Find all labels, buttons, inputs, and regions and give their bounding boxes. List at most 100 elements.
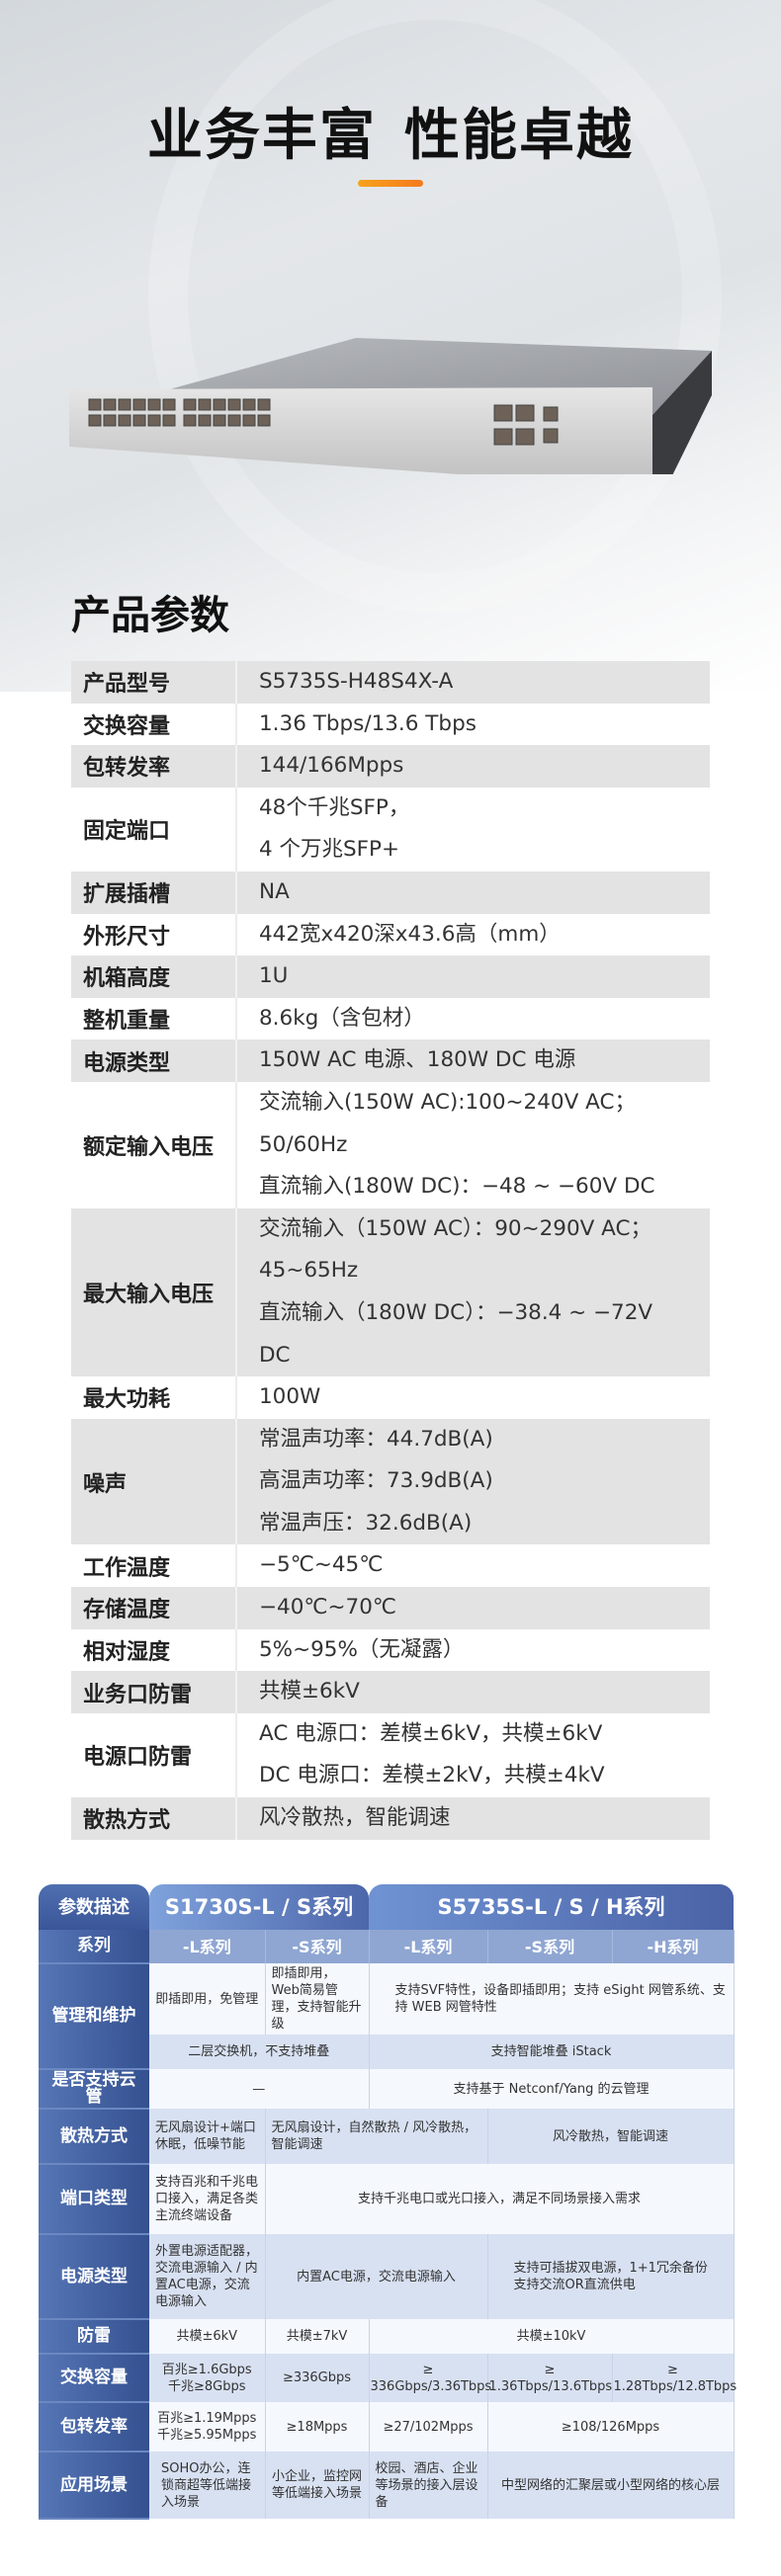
spec-row: 最大输入电压 交流输入（150W AC）：90~290V AC； 45~65Hz 直流… [71,1207,710,1377]
spec-value-line: DC [259,1342,291,1368]
port [183,414,197,427]
spec-value: 5%~95%（无凝露） [237,1629,710,1672]
series-cell: -S系列 [487,1930,613,1963]
port [242,398,256,411]
spec-value: 交流输入(150W AC):100~240V AC； 50/60Hz 直流输入(18… [237,1082,710,1208]
cell: 支持基于 Netconf/Yang 的云管理 [369,2069,735,2109]
spec-value: 8.6kg（含包材） [237,998,710,1040]
spec-value: 144/166Mpps [237,745,710,788]
spec-label: 存储温度 [71,1587,237,1629]
port [132,398,146,411]
spec-row: 包转发率 144/166Mpps [71,745,710,788]
port [257,398,271,411]
spec-value-line: 常温声压：32.6dB(A) [259,1510,473,1536]
cell: 无风扇设计，自然散热 / 风冷散热，智能调速 [265,2109,488,2164]
spec-label: 扩展插槽 [71,871,237,914]
series-cell: -L系列 [369,1930,488,1963]
spec-label: 交换容量 [71,703,237,746]
series-cell: -S系列 [265,1930,370,1963]
row-label: 交换容量 [39,2354,149,2403]
spec-row: 交换容量 1.36 Tbps/13.6 Tbps [71,703,710,746]
header-s1730: S1730S-L / S系列 [149,1884,369,1930]
port [162,398,176,411]
port [213,414,226,427]
spec-value: −5℃~45℃ [237,1544,710,1587]
row-label: 应用场景 [39,2451,149,2520]
spec-row: 整机重量 8.6kg（含包材） [71,997,710,1040]
spec-value-line: 8.6kg（含包材） [259,1005,425,1031]
spec-value-line: 共模±6kV [259,1679,360,1704]
spec-value-line: 5%~95%（无凝露） [259,1636,465,1662]
series-cell: -H系列 [612,1930,735,1963]
spec-label: 整机重量 [71,997,237,1040]
spec-value-line: 常温声功率：44.7dB(A) [259,1426,493,1452]
spec-value-line: 144/166Mpps [259,753,404,779]
cell: 即插即用，免管理 [149,1963,266,2035]
row-label: 散热方式 [39,2109,149,2165]
cell: 二层交换机，不支持堆叠 [149,2035,370,2069]
cell: 即插即用，Web简易管理，支持智能升级 [265,1963,370,2035]
spec-value-line: 4 个万兆SFP+ [259,837,400,863]
spec-label: 噪声 [71,1418,237,1545]
table-row: 防雷 共模±6kV 共模±7kV 共模±10kV [39,2319,735,2355]
hero-title: 业务丰富 性能卓越 [147,104,634,168]
port [183,398,197,411]
spec-row: 电源类型 150W AC 电源、180W DC 电源 [71,1039,710,1082]
port [493,404,513,422]
port [162,414,176,427]
spec-row: 业务口防雷 共模±6kV [71,1671,710,1713]
spec-value-line: 45~65Hz [259,1258,359,1284]
spec-row: 电源口防雷 AC 电源口：差模±6kV，共模±6kV DC 电源口：差模±2kV，共… [71,1712,710,1798]
cell: 支持SVF特性，设备即插即用；支持 eSight 网管系统、支持 WEB 网管特… [369,1963,735,2035]
spec-label: 电源口防雷 [71,1712,237,1798]
header-row: 参数描述 S1730S-L / S系列 S5735S-L / S / H系列 [39,1884,735,1930]
port [88,414,102,427]
spec-value: −40℃~70℃ [237,1587,710,1629]
cell: 校园、酒店、企业等场景的接入层设备 [369,2451,488,2519]
spec-value: 100W [237,1376,710,1419]
cell: 内置AC电源，交流电源输入 [265,2234,488,2319]
table-row: 散热方式 无风扇设计+端口休眠，低噪节能 无风扇设计，自然散热 / 风冷散热，智… [39,2109,735,2165]
spec-value-line: 高温声功率：73.9dB(A) [259,1468,493,1494]
port [88,398,102,411]
accent-bar [358,180,423,187]
spec-value: 交流输入（150W AC）：90~290V AC； 45~65Hz 直流输入（180… [237,1208,710,1376]
spec-value: 150W AC 电源、180W DC 电源 [237,1039,710,1082]
row-label: 管理和维护 [39,1963,149,2070]
cell: 风冷散热，智能调速 [487,2109,735,2164]
row-label: 端口类型 [39,2164,149,2235]
switch-product-image [69,338,712,474]
spec-value-line: 直流输入（180W DC）：−38.4 ~ −72V [259,1299,653,1325]
spec-label: 相对湿度 [71,1628,237,1672]
cell: 共模±10kV [369,2319,735,2354]
spec-value-line: 150W AC 电源、180W DC 电源 [259,1047,576,1073]
spec-label: 产品型号 [71,661,237,704]
cell: ≥336Gbps [265,2354,370,2402]
row-label: 防雷 [39,2319,149,2355]
spec-row: 存储温度 −40℃~70℃ [71,1587,710,1629]
spec-label: 最大输入电压 [71,1207,237,1377]
spec-value-line: 风冷散热，智能调速 [259,1805,451,1831]
comparison-table: 参数描述 S1730S-L / S系列 S5735S-L / S / H系列 系… [39,1884,737,2520]
spec-label: 散热方式 [71,1797,237,1840]
cell: 共模±7kV [265,2319,370,2354]
spec-row: 外形尺寸 442宽x420深x43.6高（mm） [71,913,710,956]
port [213,398,226,411]
port [132,414,146,427]
port [493,428,513,446]
port [103,398,117,411]
header-s5735: S5735S-L / S / H系列 [369,1884,735,1930]
spec-row: 工作温度 −5℃~45℃ [71,1544,710,1588]
port [198,414,212,427]
header-param: 参数描述 [39,1884,149,1930]
spec-label: 电源类型 [71,1039,237,1082]
spec-label: 最大功耗 [71,1376,237,1419]
table-row: 管理和维护 即插即用，免管理 即插即用，Web简易管理，支持智能升级 支持SVF… [39,1963,735,2070]
spec-value: 48个千兆SFP， 4 个万兆SFP+ [237,788,710,872]
table-row: 电源类型 外置电源适配器，交流电源输入 / 内置AC电源，交流电源输入 内置AC… [39,2234,735,2320]
spec-value: 1.36 Tbps/13.6 Tbps [237,704,710,746]
spec-label: 业务口防雷 [71,1671,237,1713]
cell: ≥ 1.36Tbps/13.6Tbps [487,2354,613,2402]
spec-row: 额定输入电压 交流输入(150W AC):100~240V AC； 50/60Hz 直… [71,1081,710,1208]
cell: 百兆≥1.19Mpps 千兆≥5.95Mpps [149,2402,266,2451]
